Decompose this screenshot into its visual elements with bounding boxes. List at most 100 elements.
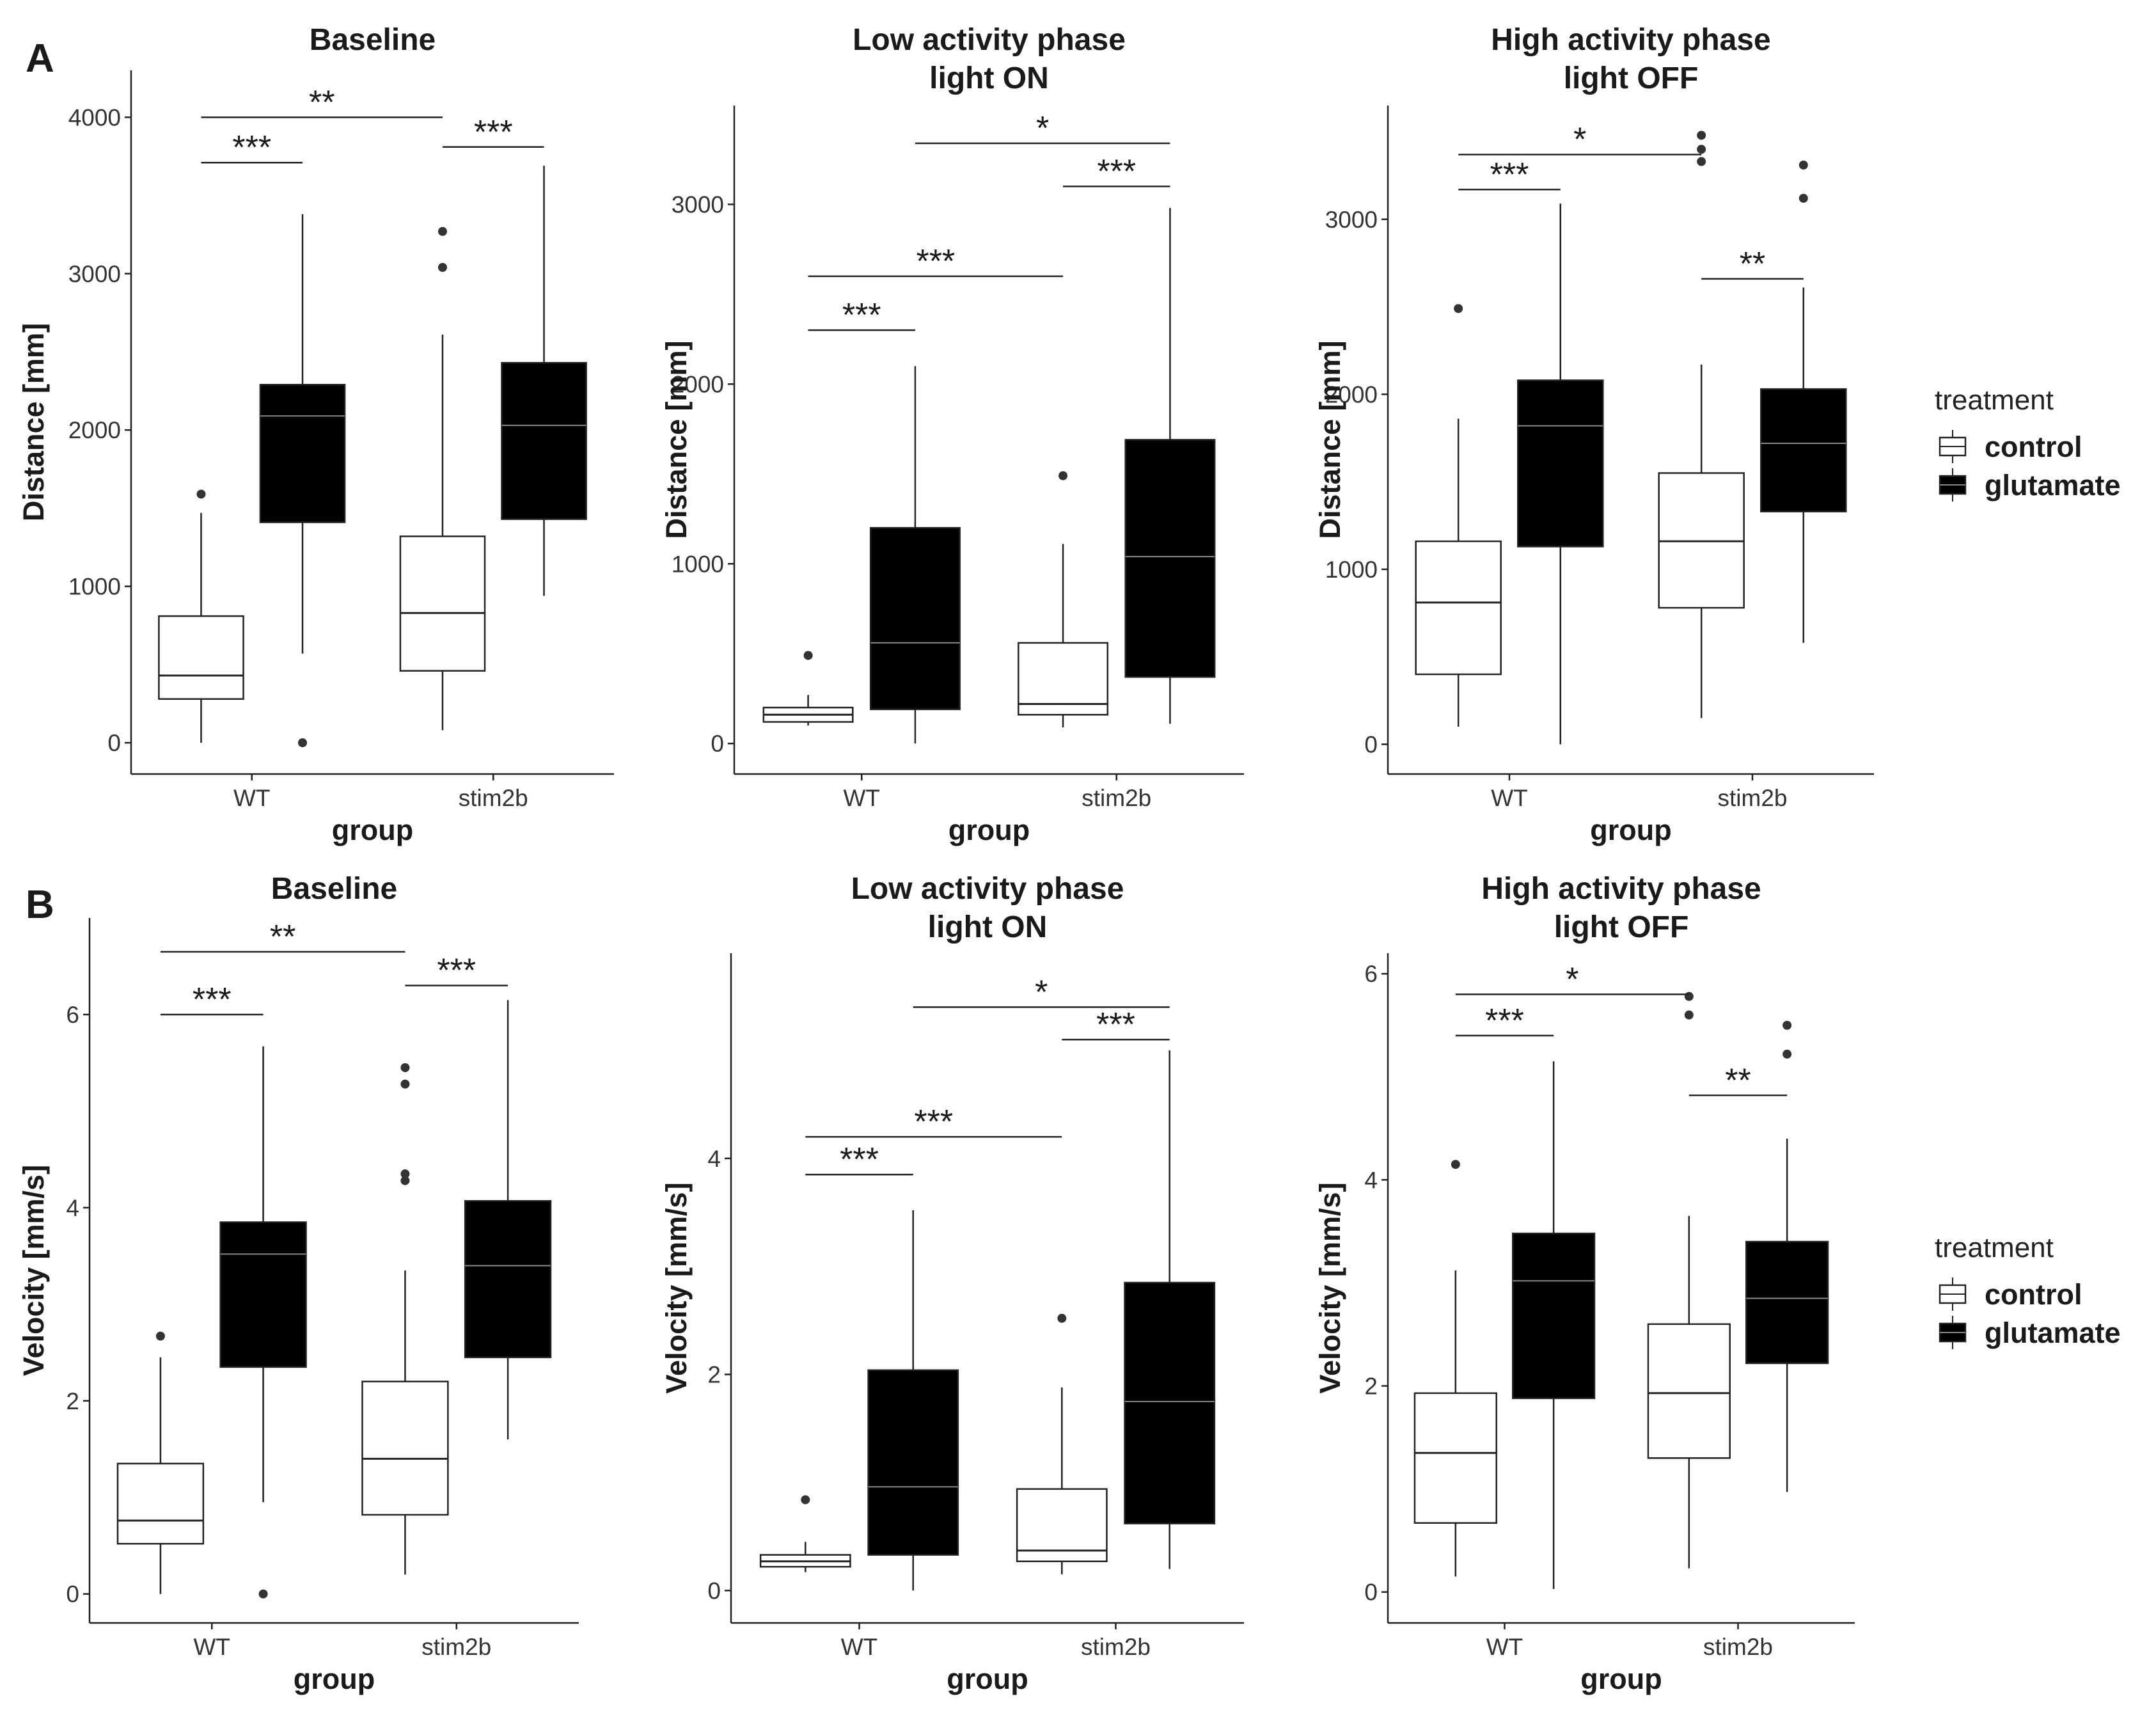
y-tick-label: 4000 [68,104,121,130]
significance-label: *** [474,114,513,151]
plots-container: Baseline 0 1000 2000 3000 4000 WT stim2b group Di… [17,23,1874,1695]
plot-title: light OFF [1564,61,1699,95]
box-iqr [1124,439,1216,678]
x-tick-label: WT [841,1634,878,1660]
x-tick-label: WT [193,1634,230,1660]
significance-label: *** [232,129,271,166]
plot-4: Baseline 0 2 4 6 WT stim2b group Velocity [mm/s]… [17,872,579,1695]
box-stim2b-control [1018,471,1109,727]
x-tick-label: stim2b [421,1634,491,1660]
plot-5: Low activity phase light ON 0 2 4 WT stim2b gro… [660,872,1244,1695]
outlier-point [400,1169,410,1179]
legend-swatch-glutamate [1939,1316,1967,1349]
y-tick-label: 0 [66,1581,79,1608]
y-tick-label: 0 [707,1578,721,1604]
plot-title: light ON [928,910,1048,944]
outlier-point [1058,471,1068,480]
box-iqr [1413,1392,1497,1524]
y-tick-label: 4 [707,1146,721,1172]
box-iqr [1124,1281,1216,1524]
x-tick-label: stim2b [1081,1634,1151,1660]
y-tick-label: 3000 [672,192,724,218]
y-tick-label: 2 [66,1388,79,1414]
box-iqr [1647,1323,1731,1459]
plot-2: Low activity phase light ON 0 1000 2000 3000 W… [660,23,1244,846]
x-axis-label: group [1580,1663,1662,1695]
x-axis-label: group [948,814,1030,846]
plot-title: Low activity phase [853,23,1126,57]
significance-label: ** [1725,1062,1751,1099]
box-stim2b-glutamate [501,166,587,596]
box-iqr [116,1462,205,1545]
box-stim2b-glutamate [1124,208,1216,724]
outlier-point [1057,1313,1067,1323]
legend-title: treatment [1935,384,2054,416]
legends-container: treatment control glutamate treatment contro… [1935,384,2121,1349]
significance-label: ** [270,919,295,956]
box-iqr [1512,1232,1596,1400]
box-iqr [158,615,244,700]
box-stim2b-glutamate [464,1000,552,1440]
box-wt-glutamate [219,1046,307,1599]
box-stim2b-control [1658,130,1745,718]
box-iqr [464,1200,552,1359]
box-wt-glutamate [869,366,961,744]
x-tick-label: WT [1486,1634,1523,1660]
box-iqr [219,1221,307,1368]
x-axis-label: group [294,1663,375,1695]
significance-label: ** [1740,246,1765,283]
box-wt-glutamate [259,214,346,748]
outlier-point [1697,130,1706,140]
x-axis-label: group [1590,814,1671,846]
significance-label: ** [309,84,334,121]
box-stim2b-control [399,226,486,731]
box-wt-control [158,489,244,743]
significance-label: *** [842,297,881,334]
box-iqr [1018,642,1109,716]
significance-label: *** [916,243,955,280]
box-iqr [1745,1240,1829,1364]
outlier-point [400,1063,410,1072]
outlier-point [155,1331,165,1341]
y-tick-label: 2 [1364,1373,1378,1400]
y-axis-label: Distance [mm] [1314,340,1346,539]
box-iqr [1415,540,1502,676]
x-tick-label: WT [843,785,880,811]
y-tick-label: 1000 [672,551,724,577]
y-axis-label: Distance [mm] [660,340,693,539]
significance-label: *** [1490,156,1529,193]
x-tick-label: stim2b [459,785,528,811]
y-tick-label: 4 [1364,1167,1378,1193]
outlier-point [400,1176,410,1185]
y-tick-label: 2000 [1325,381,1378,407]
y-axis-label: Velocity [mm/s] [17,1165,50,1376]
panel-label-a: A [26,36,54,81]
y-axis-label: Velocity [mm/s] [660,1182,693,1393]
box-wt-glutamate [1517,203,1604,745]
x-tick-label: WT [1491,785,1528,811]
y-tick-label: 2 [707,1362,721,1388]
y-tick-label: 3000 [1325,207,1378,233]
outlier-point [1454,304,1463,313]
y-tick-label: 0 [1364,1579,1378,1606]
outlier-point [258,1589,268,1599]
plot-6: High activity phase light OFF 0 2 4 6 WT stim2b… [1314,872,1855,1695]
plot-title: light ON [929,61,1049,95]
significance-label: *** [437,953,476,990]
y-axis-label: Distance [mm] [17,323,50,521]
y-tick-label: 1000 [1325,557,1378,583]
y-tick-label: 3000 [68,261,121,287]
significance-label: *** [840,1141,879,1178]
y-axis-label: Velocity [mm/s] [1314,1182,1346,1393]
plot-title: Baseline [271,872,397,906]
legend-swatch-glutamate [1939,468,1967,502]
legend-label-glutamate: glutamate [1985,469,2121,502]
box-iqr [259,384,346,523]
legend-a: treatment control glutamate [1935,384,2121,502]
outlier-point [1798,193,1808,203]
x-axis-label: group [332,814,413,846]
x-tick-label: stim2b [1082,785,1151,811]
box-stim2b-glutamate [1745,1020,1829,1492]
outlier-point [1697,157,1706,166]
box-stim2b-control [361,1063,449,1575]
